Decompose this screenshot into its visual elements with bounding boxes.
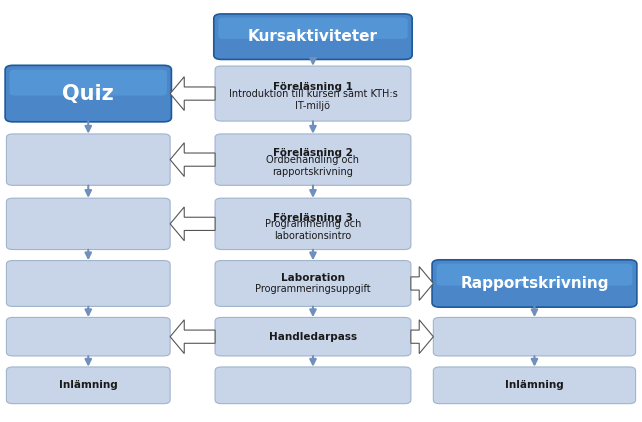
FancyBboxPatch shape — [433, 367, 636, 404]
Polygon shape — [411, 267, 433, 300]
FancyBboxPatch shape — [215, 317, 411, 356]
FancyBboxPatch shape — [215, 260, 411, 306]
Text: Inlämning: Inlämning — [505, 380, 564, 390]
FancyBboxPatch shape — [10, 70, 167, 95]
Polygon shape — [170, 143, 215, 176]
Text: Föreläsning 3: Föreläsning 3 — [273, 213, 353, 223]
FancyBboxPatch shape — [6, 134, 170, 185]
Polygon shape — [170, 77, 215, 111]
FancyBboxPatch shape — [6, 260, 170, 306]
FancyBboxPatch shape — [215, 367, 411, 404]
Text: Rapportskrivning: Rapportskrivning — [460, 276, 609, 291]
FancyBboxPatch shape — [6, 367, 170, 404]
FancyBboxPatch shape — [6, 317, 170, 356]
Polygon shape — [411, 320, 433, 354]
FancyBboxPatch shape — [6, 198, 170, 249]
Text: Introduktion till kursen samt KTH:s
IT-miljö: Introduktion till kursen samt KTH:s IT-m… — [229, 89, 397, 111]
Text: Föreläsning 1: Föreläsning 1 — [273, 82, 353, 92]
Text: Kursaktiviteter: Kursaktiviteter — [248, 29, 378, 44]
Text: Quiz: Quiz — [62, 84, 114, 103]
FancyBboxPatch shape — [215, 134, 411, 185]
FancyBboxPatch shape — [432, 260, 637, 307]
FancyBboxPatch shape — [437, 264, 632, 286]
Text: Föreläsning 2: Föreläsning 2 — [273, 149, 353, 159]
FancyBboxPatch shape — [433, 317, 636, 356]
Polygon shape — [170, 320, 215, 354]
FancyBboxPatch shape — [214, 14, 412, 60]
Text: Inlämning: Inlämning — [59, 380, 117, 390]
Text: Handledarpass: Handledarpass — [269, 332, 357, 342]
FancyBboxPatch shape — [218, 18, 408, 39]
Text: Programmeringsuppgift: Programmeringsuppgift — [255, 284, 371, 294]
Polygon shape — [170, 207, 215, 241]
FancyBboxPatch shape — [215, 198, 411, 249]
Text: Ordbehandling och
rapportskrivning: Ordbehandling och rapportskrivning — [266, 155, 360, 176]
Text: Laboration: Laboration — [281, 273, 345, 283]
FancyBboxPatch shape — [5, 65, 171, 122]
FancyBboxPatch shape — [215, 66, 411, 121]
Text: Programmering och
laborationsintro: Programmering och laborationsintro — [265, 219, 361, 241]
